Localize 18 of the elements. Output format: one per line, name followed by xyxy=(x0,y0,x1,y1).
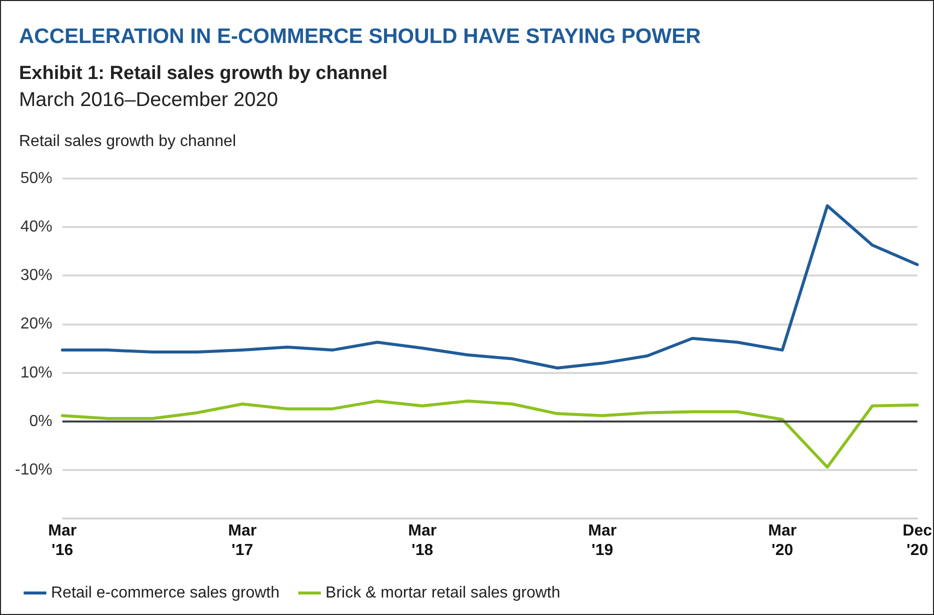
y-axis-title: Retail sales growth by channel xyxy=(19,133,236,151)
y-tick-label: 40% xyxy=(20,218,52,236)
y-tick-label: 50% xyxy=(20,170,52,188)
x-tick-label: Mar '16 xyxy=(48,522,77,559)
y-tick-label: 0% xyxy=(29,412,52,430)
chart-subtitle: Exhibit 1: Retail sales growth by channel March 2016–December 2020 xyxy=(19,63,388,112)
legend-label: Brick & mortar retail sales growth xyxy=(326,584,560,602)
legend-label: Retail e-commerce sales growth xyxy=(51,584,280,602)
y-tick-label: 30% xyxy=(20,267,52,284)
y-tick-label: 20% xyxy=(20,316,52,333)
chart-title: ACCELERATION IN E-COMMERCE SHOULD HAVE STAYING POWER xyxy=(19,25,701,49)
x-tick-label: Mar '18 xyxy=(408,522,437,559)
y-tick-label: 10% xyxy=(20,364,52,382)
x-tick-label: Mar '17 xyxy=(228,522,257,559)
x-tick-label: Mar '20 xyxy=(768,522,797,559)
x-tick-label: Mar '19 xyxy=(588,522,617,559)
x-tick-label: Dec '20 xyxy=(902,522,932,559)
y-tick-label: -10% xyxy=(14,461,52,478)
